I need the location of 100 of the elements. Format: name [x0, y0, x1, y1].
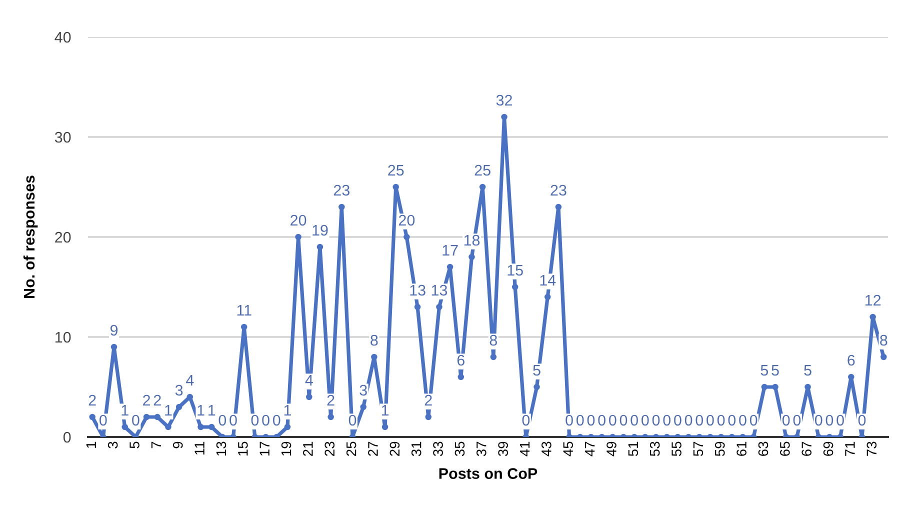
data-label: 2 — [154, 394, 161, 406]
data-label: 15 — [508, 264, 523, 276]
data-label: 0 — [793, 414, 801, 426]
x-tick-label: 13 — [216, 442, 226, 456]
data-label: 0 — [717, 414, 725, 426]
x-tick-label: 19 — [281, 442, 292, 456]
x-tick-label: 21 — [303, 442, 313, 456]
data-label: 6 — [457, 354, 464, 366]
data-label: 11 — [237, 304, 252, 316]
y-tick-label: 0 — [63, 432, 71, 443]
data-label: 13 — [432, 284, 448, 296]
data-label: 5 — [804, 364, 812, 376]
x-tick-label: 53 — [650, 442, 660, 456]
data-label: 23 — [334, 184, 350, 196]
data-label: 0 — [630, 414, 638, 426]
data-label: 5 — [533, 364, 540, 376]
data-label: 23 — [550, 184, 566, 196]
x-tick-label: 73 — [866, 442, 877, 456]
x-tick-label: 17 — [260, 442, 270, 456]
data-label: 0 — [598, 414, 606, 426]
data-label: 0 — [814, 414, 822, 426]
data-label: 2 — [88, 394, 96, 406]
data-label: 8 — [490, 334, 498, 346]
data-label: 1 — [208, 404, 216, 416]
x-tick-label: 41 — [520, 442, 530, 456]
data-label: 2 — [143, 394, 150, 406]
x-tick-label: 35 — [454, 442, 465, 456]
data-label: 0 — [739, 414, 746, 426]
data-label: 3 — [175, 384, 183, 396]
data-label: 4 — [305, 374, 313, 386]
data-label: 12 — [865, 294, 881, 306]
x-tick-label: 63 — [758, 442, 768, 456]
data-label: 2 — [424, 394, 432, 406]
data-label: 0 — [251, 414, 259, 426]
data-label: 0 — [642, 414, 649, 426]
data-label: 5 — [772, 364, 779, 376]
data-label: 17 — [442, 244, 458, 256]
x-tick-label: 69 — [823, 442, 834, 456]
x-tick-label: 33 — [433, 442, 443, 456]
x-tick-label: 65 — [780, 442, 790, 456]
data-label: 0 — [728, 414, 736, 426]
data-label: 0 — [663, 414, 671, 426]
data-label: 8 — [880, 334, 888, 346]
x-tick-label: 43 — [542, 442, 552, 456]
x-axis-title: Posts on CoP — [439, 468, 538, 479]
data-label: 0 — [100, 414, 107, 426]
x-tick-label: 7 — [151, 442, 161, 448]
y-axis-title: No. of responses — [23, 176, 38, 298]
data-label: 18 — [464, 234, 480, 246]
data-label: 0 — [684, 414, 692, 426]
data-label: 0 — [576, 414, 584, 426]
x-tick-label: 9 — [172, 442, 183, 448]
data-label: 20 — [290, 214, 306, 226]
data-label: 5 — [760, 364, 768, 376]
data-label: 0 — [652, 414, 660, 426]
x-tick-label: 55 — [672, 442, 682, 456]
x-tick-label: 51 — [628, 442, 638, 456]
x-tick-label: 57 — [693, 442, 704, 456]
x-tick-label: 47 — [585, 442, 595, 456]
data-label: 4 — [186, 374, 194, 386]
data-label: 20 — [398, 214, 415, 226]
data-label: 1 — [198, 404, 204, 416]
data-label: 2 — [327, 394, 334, 406]
x-tick-label: 29 — [390, 442, 400, 456]
x-tick-label: 67 — [802, 442, 812, 456]
data-label: 3 — [360, 384, 367, 396]
data-label: 0 — [706, 414, 714, 426]
data-label: 0 — [132, 414, 140, 426]
data-label: 0 — [522, 414, 530, 426]
x-tick-label: 39 — [498, 442, 508, 456]
x-tick-label: 1 — [86, 442, 96, 448]
data-label: 0 — [348, 414, 356, 426]
x-tick-label: 37 — [476, 442, 486, 456]
data-label: 1 — [165, 404, 172, 416]
y-tick-label: 30 — [54, 132, 71, 143]
data-label: 0 — [230, 414, 237, 426]
data-label: 0 — [858, 414, 866, 426]
x-tick-label: 71 — [845, 442, 855, 456]
x-tick-label: 61 — [736, 442, 746, 456]
data-label: 0 — [836, 414, 844, 426]
x-tick-label: 45 — [563, 442, 574, 456]
data-label: 1 — [122, 404, 128, 416]
data-label: 0 — [587, 414, 595, 426]
data-label: 1 — [284, 404, 291, 416]
data-label: 0 — [218, 414, 226, 426]
data-label: 9 — [110, 324, 118, 336]
data-label: 0 — [620, 414, 628, 426]
data-label: 0 — [750, 414, 758, 426]
x-tick-label: 23 — [324, 442, 335, 456]
x-tick-label: 3 — [108, 442, 118, 448]
data-label: 1 — [382, 404, 389, 416]
y-tick-label: 20 — [55, 232, 71, 243]
data-label: 32 — [496, 94, 512, 106]
x-tick-label: 27 — [368, 442, 378, 456]
data-label: 6 — [848, 354, 855, 366]
x-tick-label: 59 — [714, 442, 725, 456]
data-label: 13 — [410, 284, 426, 296]
x-tick-label: 31 — [411, 442, 422, 456]
data-label: 0 — [782, 414, 790, 426]
x-tick-label: 5 — [130, 442, 140, 448]
